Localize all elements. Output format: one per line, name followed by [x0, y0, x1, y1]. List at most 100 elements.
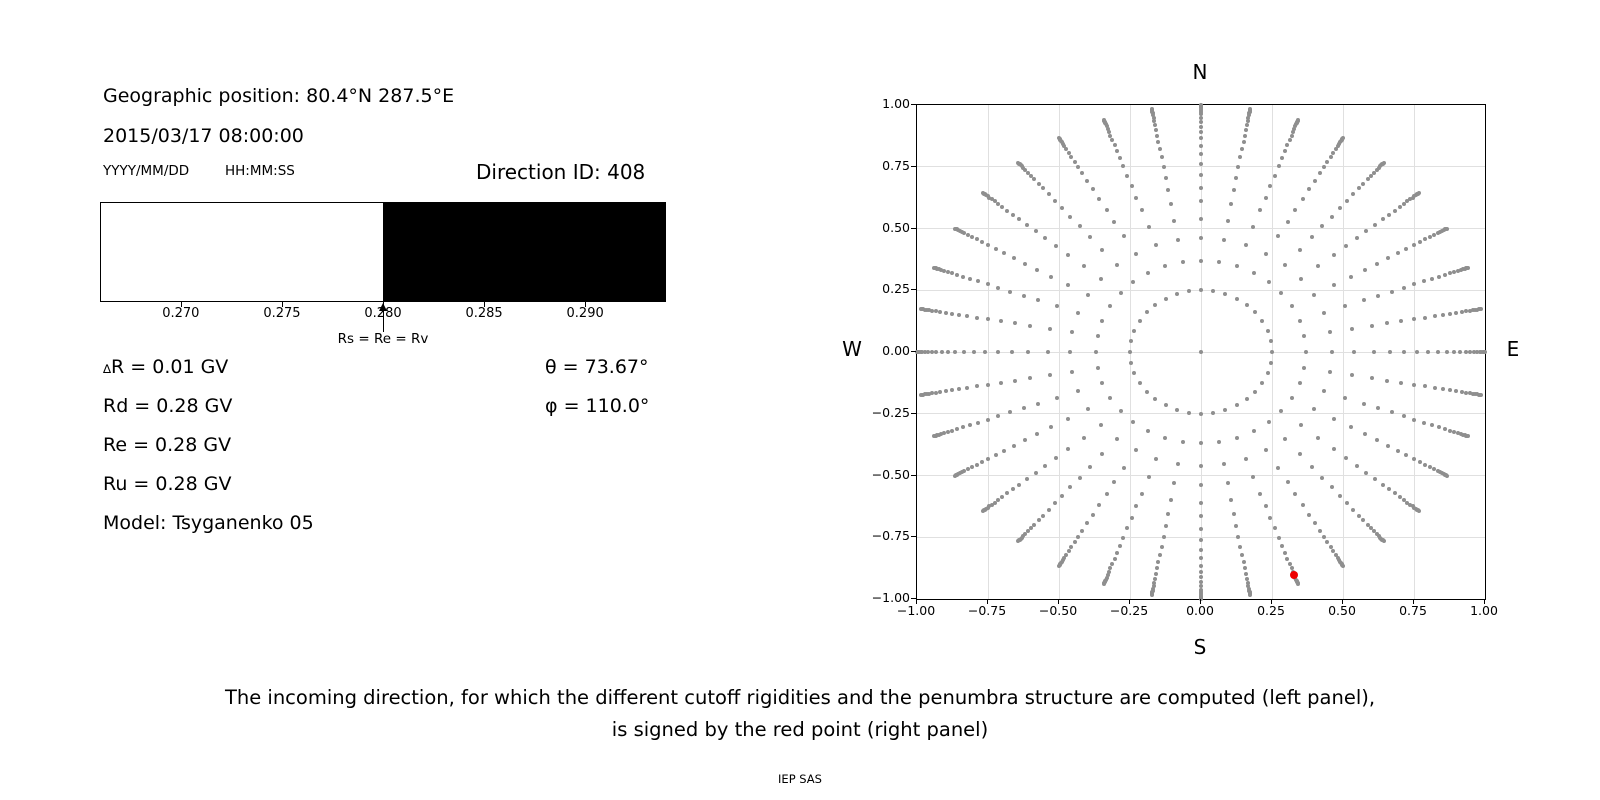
direction-dot — [1372, 529, 1377, 534]
direction-dot — [1275, 465, 1280, 470]
direction-dot — [1149, 106, 1154, 111]
direction-dot — [1411, 456, 1416, 461]
direction-dot — [1244, 123, 1249, 128]
direction-dot — [1468, 350, 1473, 354]
direction-dot — [1131, 420, 1136, 424]
direction-dot — [927, 391, 931, 396]
direction-dot — [1097, 502, 1102, 507]
direction-dot — [1447, 428, 1452, 433]
direction-dot — [1046, 507, 1051, 512]
direction-dot — [1032, 522, 1037, 527]
direction-dot — [1384, 378, 1389, 383]
direction-dot — [925, 350, 930, 354]
direction-dot — [1423, 462, 1428, 467]
bar-x-tick — [585, 302, 587, 307]
direction-dot — [1395, 251, 1400, 256]
direction-dot — [1180, 440, 1185, 444]
direction-dot — [1246, 586, 1251, 591]
plot-y-tick — [911, 412, 916, 414]
direction-dot — [953, 350, 958, 354]
direction-dot — [1085, 293, 1090, 298]
direction-dot — [1335, 144, 1340, 149]
credit-label: IEP SAS — [778, 772, 822, 786]
direction-dot — [1159, 544, 1164, 549]
direction-dot — [915, 350, 919, 354]
direction-dot — [1242, 566, 1247, 571]
direction-dot — [1118, 291, 1123, 296]
direction-dot — [1293, 207, 1298, 212]
time-format-label: HH:MM:SS — [225, 163, 295, 179]
bar-x-tick — [281, 302, 284, 307]
direction-dot — [1258, 208, 1263, 213]
direction-dot — [1100, 381, 1105, 386]
direction-dot — [1134, 195, 1139, 200]
direction-dot — [1306, 187, 1311, 192]
direction-dot — [1283, 550, 1288, 555]
direction-dot — [1351, 507, 1356, 512]
direction-dot — [1432, 385, 1437, 390]
direction-dot — [1117, 156, 1122, 161]
direction-dot — [1199, 143, 1203, 148]
direction-dot — [1112, 219, 1117, 224]
direction-dot — [1369, 526, 1374, 531]
plot-x-tick — [1129, 598, 1131, 604]
plot-y-tick — [911, 474, 916, 476]
direction-dot — [989, 502, 994, 507]
direction-dot — [1395, 448, 1400, 453]
plot-y-tick-label: 0.25 — [882, 281, 910, 297]
direction-dot — [1108, 133, 1113, 138]
direction-dot — [989, 197, 994, 202]
direction-dot — [1000, 205, 1005, 210]
direction-dot — [959, 470, 964, 475]
direction-dot — [1087, 465, 1092, 470]
direction-dot — [1054, 395, 1059, 400]
direction-dot — [1397, 205, 1402, 210]
delta-r-value: R = 0.01 GV — [111, 356, 229, 378]
direction-dot — [1380, 217, 1385, 222]
direction-dot — [1240, 553, 1245, 558]
direction-dot — [1085, 521, 1090, 526]
direction-dot — [1263, 504, 1268, 509]
direction-dot — [1282, 437, 1287, 442]
direction-dot — [1244, 302, 1249, 307]
direction-dot — [1289, 133, 1294, 138]
direction-dot — [965, 232, 970, 237]
direction-dot — [1268, 184, 1273, 189]
direction-dot — [1376, 293, 1381, 298]
plot-x-tick — [987, 598, 989, 604]
direction-dot — [976, 420, 981, 425]
direction-dot — [1064, 147, 1069, 152]
direction-dot — [1350, 373, 1355, 378]
direction-dot — [1361, 401, 1366, 406]
direction-dot — [1066, 416, 1071, 421]
direction-dot — [1428, 234, 1433, 239]
direction-dot — [945, 269, 950, 274]
direction-dot — [1465, 265, 1470, 270]
direction-dot — [981, 508, 986, 513]
plot-y-tick-label: −0.50 — [871, 466, 910, 482]
direction-dot — [1010, 487, 1015, 492]
direction-dot — [1345, 198, 1350, 203]
direction-dot — [1106, 129, 1111, 134]
plot-y-tick-label: −1.00 — [871, 590, 910, 605]
direction-dot — [919, 392, 924, 397]
direction-dot — [1435, 468, 1440, 473]
direction-dot — [1333, 552, 1338, 557]
direction-dot — [1438, 470, 1443, 475]
direction-dot — [1241, 560, 1246, 565]
direction-dot — [1421, 279, 1426, 284]
direction-dot — [993, 453, 998, 458]
direction-dot — [1163, 296, 1168, 301]
direction-dot — [1013, 321, 1017, 326]
direction-dot — [1112, 480, 1117, 485]
direction-dot — [946, 350, 951, 354]
direction-dot — [1028, 526, 1033, 531]
plot-y-tick-label: 0.75 — [882, 157, 910, 173]
direction-dot — [1036, 181, 1041, 186]
direction-dot — [1146, 429, 1151, 434]
plot-y-tick-label: −0.25 — [871, 404, 910, 420]
bar-x-tick — [484, 302, 486, 307]
direction-dot — [1369, 323, 1374, 328]
cutoff-arrow — [382, 306, 384, 332]
direction-dot — [987, 195, 992, 200]
